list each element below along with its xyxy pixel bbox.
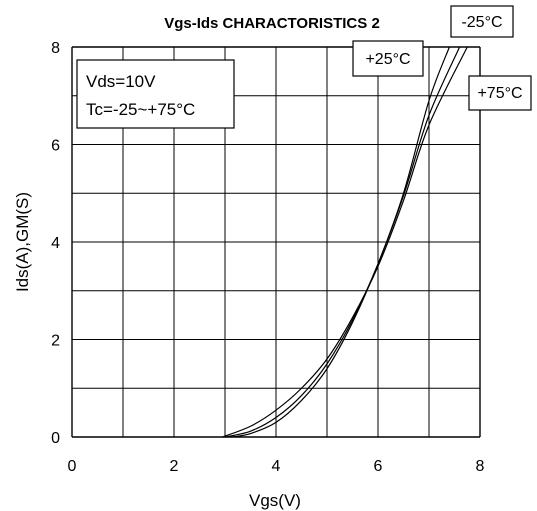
series-label-plus75-text: +75°C (477, 85, 522, 102)
condition-vds: Vds=10V (86, 72, 156, 91)
x-tick-label: 4 (272, 458, 281, 475)
grid (71, 46, 481, 438)
series-label-plus25: +25°C (352, 40, 424, 77)
x-tick-label: 2 (170, 458, 179, 475)
condition-tc: Tc=-25~+75°C (86, 100, 195, 119)
series-curve-plus75 (222, 46, 468, 438)
x-tick-label: 8 (476, 458, 485, 475)
series-label-plus75: +75°C (468, 75, 532, 111)
series-curve-minus25 (232, 46, 450, 438)
series-label-minus25: -25°C (450, 5, 514, 38)
y-tick-label: 0 (51, 430, 60, 447)
series-label-plus25-text: +25°C (365, 51, 410, 68)
y-tick-label: 2 (51, 333, 60, 350)
y-axis-label: Ids(A),GM(S) (13, 192, 32, 292)
series-curves (222, 46, 468, 438)
y-tick-label: 4 (51, 235, 60, 252)
y-tick-label: 6 (51, 138, 60, 155)
chart-title: Vgs-Ids CHARACTORISTICS 2 (164, 15, 380, 32)
series-curve-plus25 (224, 46, 461, 438)
tick-labels: 0 2 4 6 8 0 2 4 6 8 (51, 40, 484, 475)
x-tick-label: 6 (374, 458, 383, 475)
series-label-minus25-text: -25°C (461, 14, 502, 31)
conditions-box: Vds=10V Tc=-25~+75°C (76, 59, 235, 129)
x-axis-label: Vgs(V) (249, 491, 301, 510)
x-tick-label: 0 (68, 458, 77, 475)
y-tick-label: 8 (51, 40, 60, 57)
